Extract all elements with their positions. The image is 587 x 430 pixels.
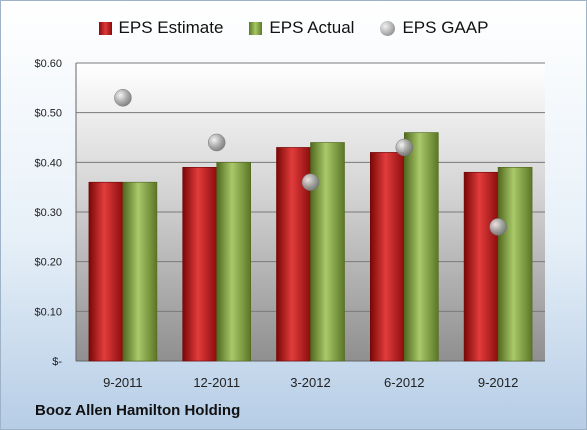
estimate-bar bbox=[463, 171, 499, 362]
legend-label-gaap: EPS GAAP bbox=[402, 18, 489, 37]
legend-label-estimate: EPS Estimate bbox=[118, 18, 224, 37]
actual-bar bbox=[497, 167, 533, 362]
estimate-bar bbox=[88, 181, 124, 362]
gaap-marker bbox=[489, 218, 507, 236]
legend-item-actual: EPS Actual bbox=[249, 18, 354, 38]
x-tick-label: 9-2011 bbox=[103, 375, 143, 390]
estimate-swatch-icon bbox=[98, 21, 112, 35]
y-tick-label: $0.60 bbox=[34, 58, 62, 70]
company-caption: Booz Allen Hamilton Holding bbox=[35, 402, 241, 419]
estimate-bar bbox=[369, 152, 405, 362]
gaap-swatch-icon bbox=[380, 20, 396, 36]
legend-item-estimate: EPS Estimate bbox=[98, 18, 224, 38]
y-tick-label: $0.30 bbox=[34, 207, 62, 219]
gaap-marker bbox=[114, 89, 132, 107]
legend: EPS Estimate EPS Actual EPS GAAP bbox=[1, 18, 586, 38]
actual-bar bbox=[122, 181, 158, 362]
gaap-marker bbox=[207, 133, 226, 152]
y-tick-label: $0.10 bbox=[34, 306, 62, 318]
actual-bar bbox=[216, 162, 251, 362]
legend-label-actual: EPS Actual bbox=[269, 18, 355, 37]
x-tick-label: 9-2012 bbox=[478, 375, 518, 390]
legend-item-gaap: EPS GAAP bbox=[380, 18, 488, 38]
y-tick-label: $0.40 bbox=[34, 157, 62, 169]
actual-bar bbox=[403, 132, 439, 362]
y-tick-label: $0.50 bbox=[34, 108, 62, 120]
gaap-marker bbox=[395, 138, 414, 157]
y-tick-label: $- bbox=[52, 356, 62, 368]
x-tick-label: 12-2011 bbox=[193, 375, 240, 390]
gaap-marker bbox=[301, 173, 320, 191]
actual-swatch-icon bbox=[249, 21, 263, 35]
y-tick-label: $0.20 bbox=[34, 257, 62, 269]
x-tick-label: 3-2012 bbox=[290, 375, 330, 390]
x-tick-label: 6-2012 bbox=[384, 375, 424, 390]
estimate-bar bbox=[182, 167, 217, 362]
